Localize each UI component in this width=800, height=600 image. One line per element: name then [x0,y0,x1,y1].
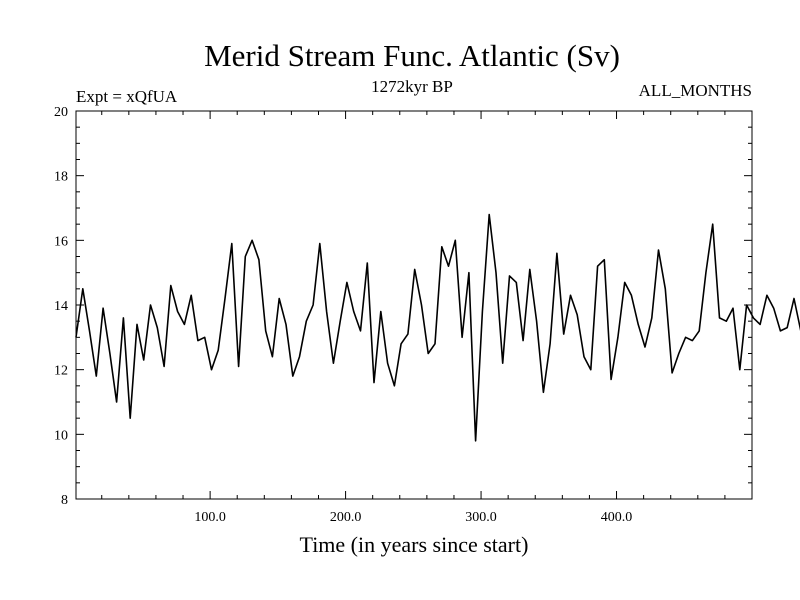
x-tick-label: 300.0 [465,510,497,525]
period-label: 1272kyr BP [371,77,453,96]
x-tick-label: 400.0 [601,510,633,525]
y-tick-label: 18 [54,170,68,185]
x-axis-label: Time (in years since start) [300,532,529,557]
series-line [75,213,800,442]
x-axis: 100.0 200.0 300.0 400.0 [101,111,726,525]
y-tick-label: 20 [54,105,68,120]
y-tick-label: 14 [54,299,68,314]
y-axis: 8 10 12 14 16 18 20 [54,105,752,508]
months-label: ALL_MONTHS [639,81,752,100]
plot-area [75,213,800,442]
y-tick-label: 16 [54,234,68,249]
chart-title: Merid Stream Func. Atlantic (Sv) [204,38,620,73]
y-tick-label: 8 [61,493,68,508]
x-tick-label: 200.0 [330,510,362,525]
x-tick-label: 100.0 [194,510,226,525]
plot-frame [75,110,753,500]
y-tick-label: 12 [54,364,68,379]
experiment-label: Expt = xQfUA [76,87,178,106]
y-tick-label: 10 [54,428,68,443]
